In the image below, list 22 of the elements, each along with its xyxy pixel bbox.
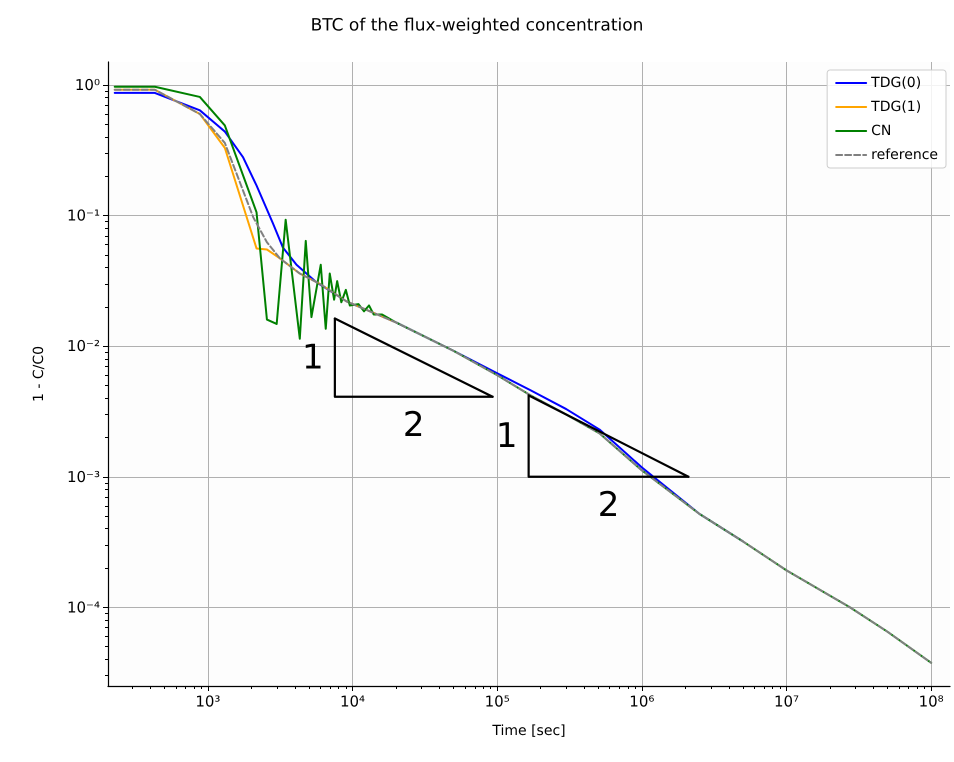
y-tick-label: 10⁻³ [66, 468, 100, 486]
y-tick-label: 10⁻⁴ [66, 598, 100, 616]
y-tick-label: 10⁻¹ [66, 206, 100, 225]
x-tick-label: 10⁴ [340, 692, 366, 710]
y-axis-title: 1 - C/C0 [31, 346, 47, 402]
annotation: 1 [496, 416, 518, 456]
annotation: 2 [598, 484, 620, 525]
legend-label: reference [871, 147, 938, 163]
x-tick-label: 10³ [195, 692, 220, 710]
annotation: 1 [302, 338, 324, 378]
legend-label: TDG(1) [870, 99, 922, 115]
x-tick-label: 10⁵ [484, 692, 510, 710]
legend-label: CN [871, 123, 892, 139]
y-tick-label: 10⁰ [74, 76, 100, 94]
x-tick-label: 10⁸ [918, 692, 944, 710]
x-tick-label: 10⁷ [774, 692, 800, 710]
legend-label: TDG(0) [870, 75, 922, 91]
annotation: 2 [402, 404, 425, 445]
x-axis-title: Time [sec] [491, 723, 566, 739]
x-tick-label: 10⁶ [629, 692, 654, 710]
y-tick-label: 10⁻² [66, 337, 100, 356]
chart-title: BTC of the flux-weighted concentration [310, 16, 644, 36]
